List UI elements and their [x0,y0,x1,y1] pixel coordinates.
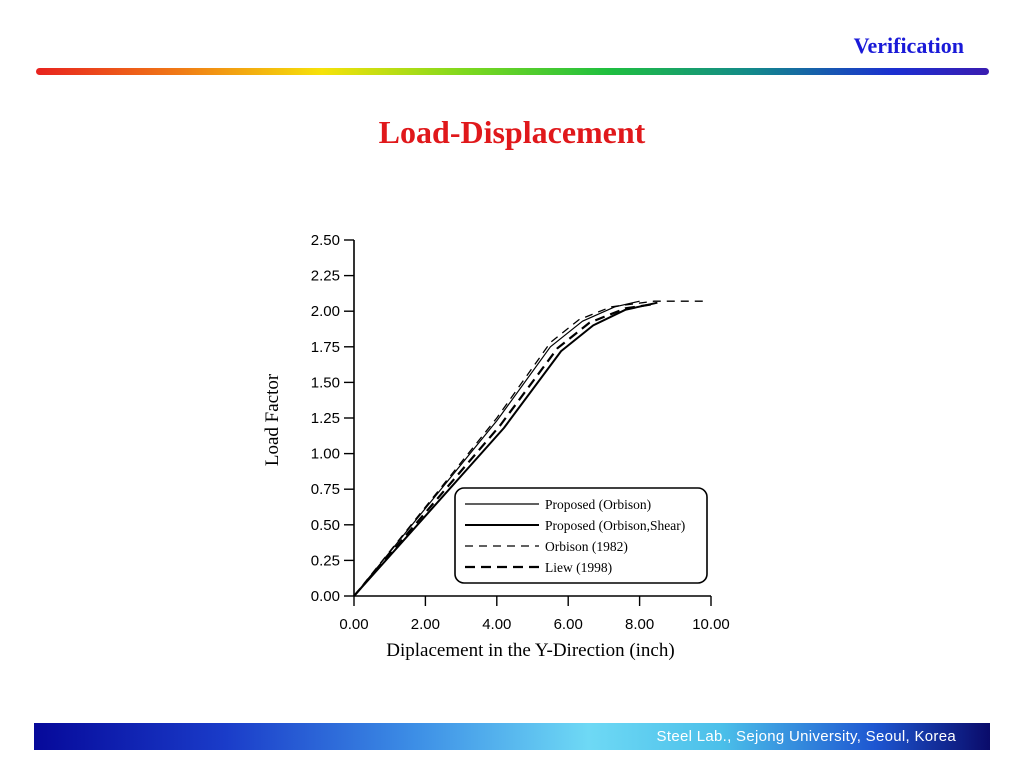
x-tick-label: 2.00 [411,616,440,633]
x-tick-label: 8.00 [625,616,654,633]
chart-series [353,300,704,597]
y-tick-label: 0.75 [311,481,340,498]
y-tick-label: 1.25 [311,410,340,427]
y-tick-label: 2.50 [311,232,340,249]
footer-text: Steel Lab., Sejong University, Seoul, Ko… [656,728,956,745]
y-axis-label: Load Factor [262,373,283,466]
chart-legend: Proposed (Orbison) Proposed (Orbison,Shea… [454,487,708,584]
legend-label: Proposed (Orbison,Shear) [545,518,685,533]
x-axis-label: Diplacement in the Y-Direction (inch) [386,640,674,661]
slide-title: Load-Displacement [378,114,646,150]
footer-bar: Steel Lab., Sejong University, Seoul, Ko… [34,723,990,750]
legend-label: Proposed (Orbison) [545,497,651,512]
y-tick-label: 0.00 [311,588,340,605]
series-line-4 [353,303,655,597]
y-tick-label: 2.25 [311,268,340,285]
y-tick-label: 2.00 [311,303,340,320]
y-tick-label: 0.50 [311,517,340,534]
header-divider [36,68,989,75]
y-tick-label: 1.00 [311,446,340,463]
y-tick-label: 1.50 [311,374,340,391]
series-line-3 [353,300,704,597]
legend-label: Orbison (1982) [545,539,628,554]
load-displacement-chart: 0.00 0.25 0.50 0.75 1.00 1.25 1.50 1.75 2.00 2.25… [262,232,730,661]
legend-box [454,487,708,584]
y-tick-label: 1.75 [311,339,340,356]
x-tick-label: 0.00 [339,616,368,633]
header-title: Verification [853,33,964,58]
chart-axes: 0.00 0.25 0.50 0.75 1.00 1.25 1.50 1.75 2.00 2.25… [262,232,730,661]
x-tick-label: 6.00 [554,616,583,633]
x-tick-label: 10.00 [692,616,730,633]
y-tick-label: 0.25 [311,552,340,569]
x-tick-label: 4.00 [482,616,511,633]
legend-label: Liew (1998) [545,560,612,575]
